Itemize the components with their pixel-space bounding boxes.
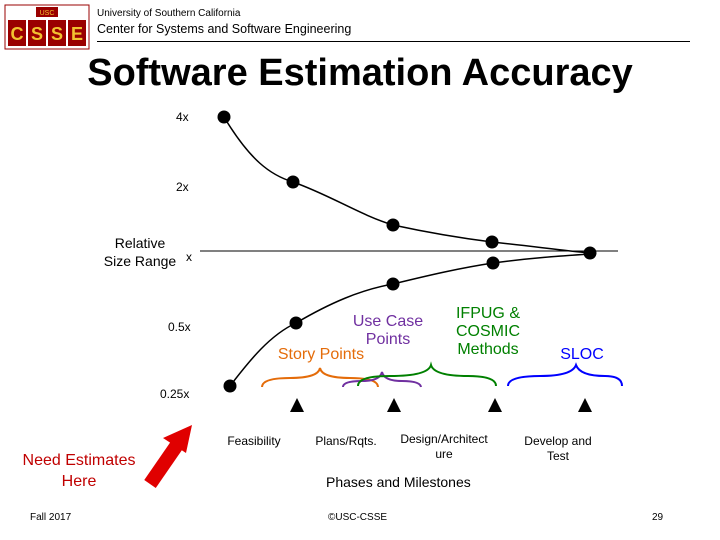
logo-letter-box	[68, 20, 86, 46]
sloc-label: SLOC	[560, 346, 604, 363]
milestone-triangle-plans	[387, 398, 401, 412]
upper-point	[485, 235, 499, 249]
logo-letter: E	[71, 24, 83, 44]
convergence-point	[583, 246, 597, 260]
milestone-feasibility: Feasibility	[227, 434, 281, 448]
milestone-triangle-feasibility	[290, 398, 304, 412]
tick-4x: 4x	[176, 110, 189, 124]
tick-2x: 2x	[176, 180, 189, 194]
header-divider	[97, 41, 690, 42]
logo-letter-box	[48, 20, 66, 46]
sloc-brace	[507, 362, 623, 387]
logo-letter-box	[28, 20, 46, 46]
footer-date: Fall 2017	[30, 512, 72, 523]
logo-letter: C	[11, 24, 24, 44]
use-case-points-brace	[342, 371, 422, 388]
upper-point	[386, 218, 400, 232]
ifpug-cosmic-label: IFPUG & COSMIC Methods	[455, 305, 520, 358]
milestone-triangle-develop	[578, 398, 592, 412]
ifpug-cosmic-brace	[357, 361, 497, 387]
lower-point	[289, 316, 303, 330]
university-name: University of Southern California	[97, 8, 241, 19]
need-estimates-arrow	[144, 425, 192, 488]
upper-point	[286, 175, 300, 189]
lower-point	[386, 277, 400, 291]
use-case-points-label: Use Case Points	[352, 313, 424, 348]
lower-point	[223, 379, 237, 393]
logo-letter: S	[31, 24, 43, 44]
need-estimates-label: Need Estimates Here	[22, 452, 136, 490]
slide-title: Software Estimation Accuracy	[87, 52, 633, 94]
upper-curve	[223, 116, 591, 254]
logo-badge-text: USC	[40, 10, 55, 17]
footer-copyright: ©USC-CSSE	[328, 512, 388, 523]
milestone-develop-test: Develop and Test	[524, 434, 592, 463]
milestone-plans-rqts: Plans/Rqts.	[315, 434, 377, 448]
tick-0.25x: 0.25x	[160, 387, 190, 401]
logo-letter: S	[51, 24, 63, 44]
tick-0.5x: 0.5x	[168, 320, 191, 334]
phases-title: Phases and Milestones	[326, 474, 471, 490]
upper-point	[217, 110, 231, 124]
story-points-brace	[261, 367, 379, 388]
story-points-label: Story Points	[277, 346, 365, 363]
lower-point	[486, 256, 500, 270]
page-number: 29	[652, 512, 664, 523]
tick-x: x	[186, 250, 192, 264]
milestone-design-architecture: Design/Architecture	[400, 432, 488, 461]
y-axis-label: Relative Size Range	[103, 235, 177, 269]
center-name: Center for Systems and Software Engineer…	[97, 22, 352, 36]
logo-letter-box	[8, 20, 26, 46]
milestone-triangle-design	[488, 398, 502, 412]
